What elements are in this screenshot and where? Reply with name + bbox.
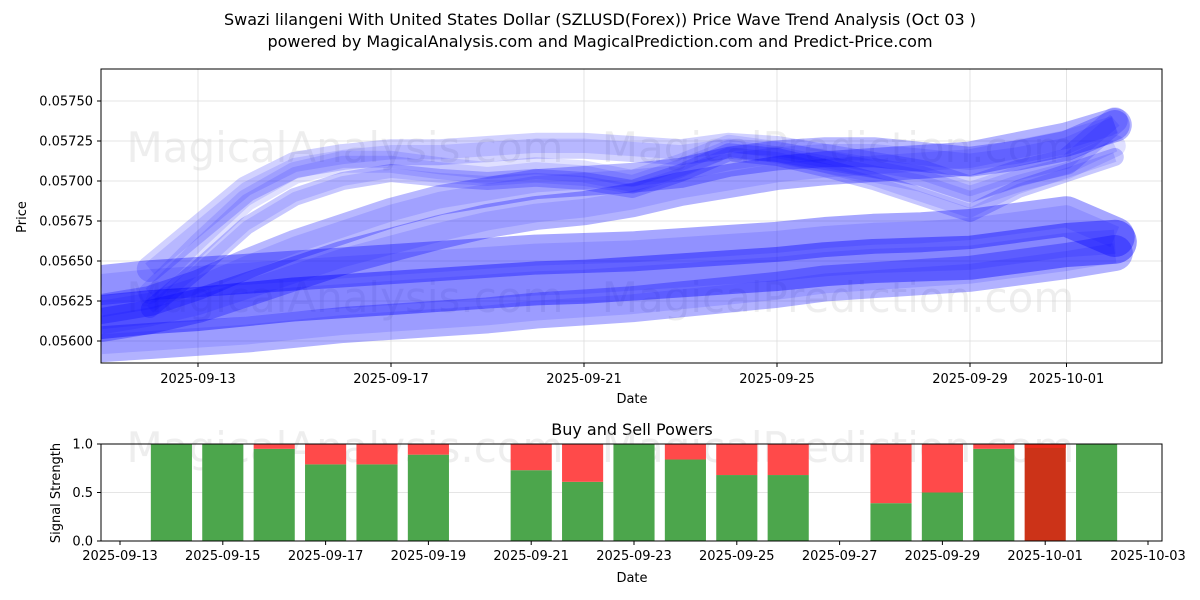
watermark-bottom-left: MagicalAnalysis.com (127, 273, 564, 322)
main-x-tick-label: 2025-09-21 (546, 372, 622, 387)
main-x-tick-label: 2025-09-13 (160, 372, 236, 387)
sub-x-tick-label: 2025-10-03 (1110, 549, 1186, 564)
buy-bar (202, 444, 244, 541)
buy-bar (613, 444, 655, 541)
wave-band-core (145, 114, 1120, 275)
sell-bar (562, 444, 604, 482)
sub-y-ticks: 0.0 0.5 1.0 (72, 438, 101, 550)
sub-x-axis-label: Date (616, 571, 647, 586)
sub-chart-title: Buy and Sell Powers (551, 420, 713, 439)
watermark-top-left: MagicalAnalysis.com (127, 123, 564, 172)
main-watermarks: MagicalAnalysis.com MagicalPrediction.co… (127, 123, 1075, 322)
main-x-ticks: 2025-09-13 2025-09-17 2025-09-21 2025-09-25… (160, 363, 1104, 387)
buy-bar (767, 475, 809, 541)
sub-y-tick-label: 1.0 (72, 438, 93, 453)
watermark-bottom-right: MagicalPrediction.com (602, 273, 1075, 322)
watermark-top-right: MagicalPrediction.com (602, 123, 1075, 172)
sub-x-tick-label: 2025-09-13 (82, 549, 158, 564)
sub-x-ticks: 2025-09-13 2025-09-15 2025-09-17 2025-09-19… (82, 541, 1186, 564)
sell-bar (973, 444, 1015, 449)
main-y-tick-label: 0.05700 (39, 175, 93, 190)
main-x-tick-label: 2025-09-29 (932, 372, 1008, 387)
wave-band (101, 110, 1130, 324)
wave-band (140, 143, 1124, 318)
strong-sell-bar-top (1024, 444, 1066, 448)
sell-bar (870, 444, 912, 504)
sub-x-tick-label: 2025-09-23 (596, 549, 672, 564)
sub-x-tick-label: 2025-09-29 (905, 549, 981, 564)
main-y-tick-label: 0.05625 (39, 295, 93, 310)
sell-bar (253, 444, 295, 449)
main-y-ticks: 0.05600 0.05625 0.05650 0.05675 0.05700 0.057… (39, 95, 101, 350)
buy-bar (510, 470, 552, 541)
sub-x-tick-label: 2025-09-17 (288, 549, 364, 564)
wave-band (101, 196, 1135, 305)
main-x-tick-label: 2025-09-17 (353, 372, 429, 387)
wave-band (101, 108, 1132, 342)
wave-band-core (101, 229, 1116, 330)
sub-x-tick-label: 2025-09-25 (699, 549, 775, 564)
main-y-tick-label: 0.05725 (39, 135, 93, 150)
main-x-tick-label: 2025-09-25 (739, 372, 815, 387)
chart-title-line1: Swazi lilangeni With United States Dolla… (224, 10, 976, 29)
sell-bar (767, 444, 809, 476)
sell-bar (407, 444, 449, 455)
main-y-tick-label: 0.05675 (39, 215, 93, 230)
sub-y-tick-label: 0.0 (72, 535, 93, 550)
sub-x-tick-label: 2025-09-21 (493, 549, 569, 564)
chart-title-line2: powered by MagicalAnalysis.com and Magic… (267, 32, 932, 51)
sell-bar (921, 444, 963, 493)
buy-bar (150, 444, 192, 541)
buy-bar (1076, 444, 1118, 541)
sub-x-tick-label: 2025-10-01 (1007, 549, 1083, 564)
signal-bars (150, 444, 1118, 541)
sub-y-tick-label: 0.5 (72, 486, 93, 501)
buy-bar (716, 475, 758, 541)
wave-band-core (101, 205, 1120, 296)
buy-bar (664, 459, 706, 541)
sell-bar (356, 444, 398, 465)
sell-bar (664, 444, 706, 460)
wave-band-core (101, 243, 1117, 355)
buy-bar (921, 492, 963, 541)
main-y-tick-label: 0.05650 (39, 255, 93, 270)
wave-band (136, 107, 1128, 282)
wave-group (101, 107, 1137, 363)
sell-bar (305, 444, 347, 465)
wave-band-core (101, 116, 1118, 335)
buy-bar (305, 464, 347, 541)
sell-bar (716, 444, 758, 476)
sub-y-axis-label: Signal Strength (49, 443, 64, 543)
sub-x-tick-label: 2025-09-27 (802, 549, 878, 564)
buy-bar (973, 448, 1015, 541)
wave-band-core (146, 147, 1117, 313)
sell-bar (510, 444, 552, 471)
strong-sell-bar (1024, 444, 1066, 541)
price-wave-plot: MagicalAnalysis.com MagicalPrediction.co… (15, 68, 1163, 407)
wave-band (101, 219, 1137, 339)
main-y-axis-label: Price (15, 201, 30, 233)
main-axes-frame (100, 68, 1163, 364)
main-grid (101, 69, 1162, 363)
buy-bar (407, 454, 449, 541)
sub-x-tick-label: 2025-09-15 (185, 549, 261, 564)
wave-band (101, 235, 1133, 363)
buy-bar (253, 448, 295, 541)
main-x-axis-label: Date (616, 392, 647, 407)
buy-bar (356, 464, 398, 541)
main-y-tick-label: 0.05750 (39, 95, 93, 110)
wave-band-core (145, 139, 1118, 298)
buy-bar (870, 503, 912, 541)
main-y-tick-label: 0.05600 (39, 335, 93, 350)
wave-bands (101, 107, 1137, 363)
buy-sell-plot: Buy and Sell Powers MagicalAnalysis.com … (49, 420, 1186, 586)
sub-x-tick-label: 2025-09-19 (391, 549, 467, 564)
wave-band-core (101, 117, 1119, 318)
buy-bar (562, 481, 604, 541)
main-x-tick-label: 2025-10-01 (1029, 372, 1105, 387)
wave-band (138, 134, 1126, 304)
